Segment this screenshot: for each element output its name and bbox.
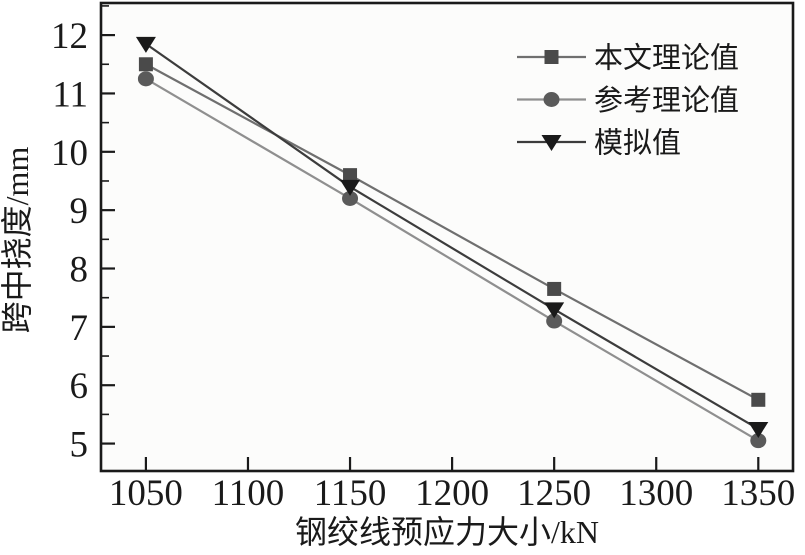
plot-frame	[99, 1, 795, 473]
y-tick-label: 10	[51, 133, 88, 174]
y-tick-label: 11	[52, 74, 88, 115]
data-point-square	[547, 281, 562, 296]
x-tick-label: 1200	[415, 473, 489, 514]
data-point-square	[751, 392, 766, 407]
legend-label: 模拟值	[594, 127, 681, 160]
x-tick-label: 1250	[517, 473, 591, 514]
legend-label: 本文理论值	[594, 42, 739, 75]
series-line-2	[145, 42, 759, 430]
legend-label: 参考理论值	[594, 84, 739, 117]
legend-marker-circle-icon	[543, 92, 560, 107]
y-tick-label: 6	[70, 366, 89, 407]
y-tick-label: 12	[51, 16, 88, 57]
legend-item: 模拟值	[517, 127, 681, 160]
data-point-triangle	[135, 36, 156, 53]
x-axis-title: 钢绞线预应力大小/kN	[295, 514, 599, 550]
series-line-0	[145, 63, 759, 401]
y-tick-label: 8	[70, 250, 89, 291]
x-tick-label: 1150	[314, 473, 387, 514]
data-point-triangle	[544, 302, 565, 319]
data-point-circle	[342, 190, 359, 206]
data-point-square	[343, 168, 358, 183]
y-axis-title: 跨中挠度/mm	[0, 147, 35, 334]
y-tick-label: 7	[70, 308, 89, 349]
x-tick-label: 1350	[721, 473, 795, 514]
data-point-square	[138, 57, 153, 72]
data-point-triangle	[340, 179, 361, 196]
x-tick-label: 1050	[109, 473, 183, 514]
legend-marker-triangle-down-icon	[541, 135, 562, 151]
series-line-1	[145, 77, 759, 442]
data-point-triangle	[748, 421, 769, 438]
y-tick-label: 5	[70, 425, 89, 466]
x-tick-label: 1100	[212, 473, 285, 514]
legend-marker-square-icon	[544, 50, 559, 64]
data-point-circle	[137, 71, 154, 87]
data-point-circle	[750, 433, 767, 449]
y-tick-label: 9	[70, 191, 89, 232]
legend-item: 参考理论值	[517, 84, 739, 117]
data-point-circle	[546, 313, 563, 329]
legend-item: 本文理论值	[517, 42, 739, 75]
x-tick-label: 1300	[619, 473, 693, 514]
